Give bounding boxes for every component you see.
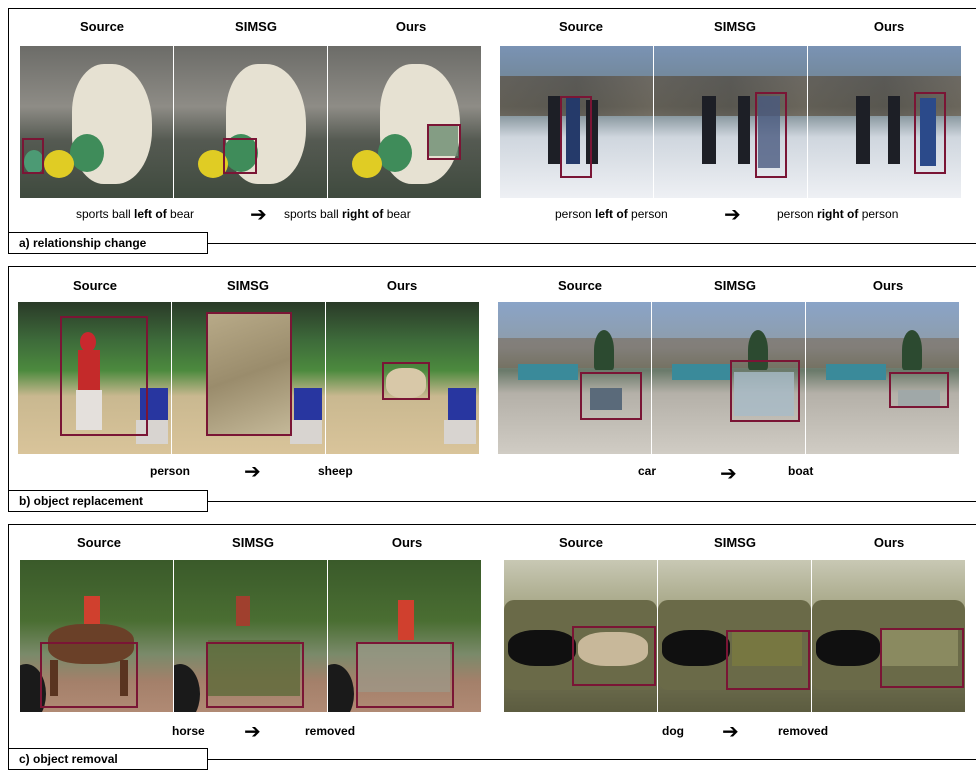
column-header-ours: Ours <box>872 278 904 293</box>
highlight-box <box>726 630 810 690</box>
image-bear-source <box>20 46 173 198</box>
column-header-ours: Ours <box>873 19 905 34</box>
highlight-box <box>755 92 787 178</box>
panel-relationship-change <box>8 8 976 244</box>
image-baseball-simsg <box>172 302 325 454</box>
highlight-box <box>206 642 304 708</box>
highlight-box <box>356 642 454 708</box>
caption-right-source: car <box>638 464 657 478</box>
image-people-simsg <box>654 46 807 198</box>
caption-left-source: person <box>150 464 191 478</box>
arrow-icon: ➔ <box>244 721 261 743</box>
highlight-box <box>572 626 656 686</box>
highlight-box <box>889 372 949 408</box>
column-header-simsg: SIMSG <box>232 535 274 550</box>
column-header-source: Source <box>72 278 118 293</box>
image-horse-source <box>20 560 173 712</box>
caption-left-source: horse <box>172 724 205 738</box>
image-dog-source <box>504 560 657 712</box>
caption-left-target: removed <box>305 724 356 738</box>
image-street-simsg <box>652 302 805 454</box>
panel-tag-object-removal: c) object removal <box>8 748 208 770</box>
column-header-ours: Ours <box>873 535 905 550</box>
highlight-box <box>223 138 257 174</box>
column-header-source: Source <box>558 19 604 34</box>
image-street-source <box>498 302 651 454</box>
highlight-box <box>60 316 148 436</box>
caption-left-target: sheep <box>318 464 353 478</box>
column-header-simsg: SIMSG <box>714 278 756 293</box>
image-horse-ours <box>328 560 481 712</box>
caption-right-target: removed <box>778 724 829 738</box>
arrow-icon: ➔ <box>244 461 261 483</box>
column-header-ours: Ours <box>391 535 423 550</box>
arrow-icon: ➔ <box>722 721 739 743</box>
highlight-box <box>880 628 964 688</box>
image-bear-simsg <box>174 46 327 198</box>
column-header-ours: Ours <box>386 278 418 293</box>
image-people-ours <box>808 46 961 198</box>
arrow-icon: ➔ <box>720 463 737 485</box>
column-header-simsg: SIMSG <box>235 19 277 34</box>
panel-object-replacement <box>8 266 976 502</box>
column-header-source: Source <box>76 535 122 550</box>
panel-tag-object-replacement: b) object replacement <box>8 490 208 512</box>
column-header-source: Source <box>558 535 604 550</box>
panel-tag-relationship-change: a) relationship change <box>8 232 208 254</box>
column-header-simsg: SIMSG <box>714 535 756 550</box>
highlight-box <box>382 362 430 400</box>
highlight-box <box>560 96 592 178</box>
column-header-ours: Ours <box>395 19 427 34</box>
column-header-source: Source <box>79 19 125 34</box>
arrow-icon: ➔ <box>250 204 267 226</box>
caption-right-target: boat <box>788 464 814 478</box>
image-horse-simsg <box>174 560 327 712</box>
highlight-box <box>206 312 292 436</box>
image-baseball-ours <box>326 302 479 454</box>
highlight-box <box>427 124 461 160</box>
column-header-source: Source <box>557 278 603 293</box>
image-dog-simsg <box>658 560 811 712</box>
column-header-simsg: SIMSG <box>227 278 269 293</box>
highlight-box <box>914 92 946 174</box>
image-baseball-source <box>18 302 171 454</box>
image-bear-ours <box>328 46 481 198</box>
caption-left-source: sports ball left of bear <box>76 207 195 221</box>
highlight-box <box>22 138 44 174</box>
caption-right-source: person left of person <box>555 207 668 221</box>
caption-left-target: sports ball right of bear <box>284 207 411 221</box>
column-header-simsg: SIMSG <box>714 19 756 34</box>
highlight-box <box>40 642 138 708</box>
highlight-box <box>730 360 800 422</box>
caption-right-target: person right of person <box>777 207 899 221</box>
image-street-ours <box>806 302 959 454</box>
caption-right-source: dog <box>662 724 684 738</box>
panel-object-removal <box>8 524 976 760</box>
arrow-icon: ➔ <box>724 204 741 226</box>
highlight-box <box>580 372 642 420</box>
